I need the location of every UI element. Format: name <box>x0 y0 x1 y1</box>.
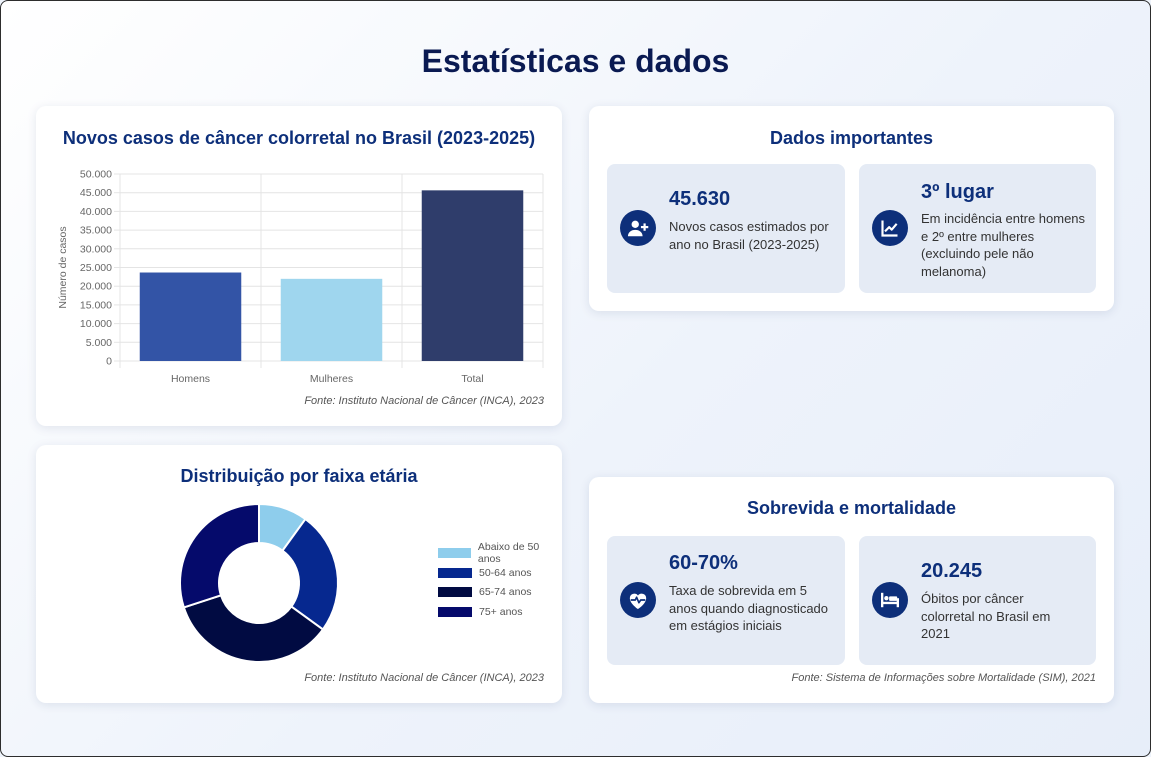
y-tick-label: 15.000 <box>80 299 112 311</box>
legend-label: 50-64 anos <box>479 566 532 579</box>
x-tick-label: Total <box>461 373 483 385</box>
heart-pulse-icon <box>620 582 656 618</box>
stat-deaths: 20.245 Óbitos por câncer colorretal no B… <box>859 536 1096 665</box>
y-tick-label: 50.000 <box>80 169 112 181</box>
survival-mortality-card: Sobrevida e mortalidade 60-70% Taxa de s… <box>589 477 1114 703</box>
y-tick-label: 25.000 <box>80 262 112 274</box>
bar-total[interactable] <box>421 190 524 361</box>
x-tick-label: Homens <box>171 373 210 385</box>
stat-description: Em incidência entre homens e 2º entre mu… <box>921 211 1086 279</box>
legend-label: 65-74 anos <box>479 586 532 598</box>
legend-label: 75+ anos <box>479 605 523 618</box>
y-tick-label: 5.000 <box>86 337 112 349</box>
legend-item[interactable]: Abaixo de 50 anos <box>438 541 562 565</box>
survival-source: Fonte: Sistema de Informações sobre Mort… <box>791 672 1096 684</box>
y-tick-label: 40.000 <box>80 206 112 218</box>
donut-slice[interactable] <box>182 594 325 663</box>
y-tick-label: 35.000 <box>80 225 112 237</box>
bar-mulheres[interactable] <box>280 278 383 361</box>
y-tick-label: 45.000 <box>80 187 112 199</box>
donut-slice[interactable] <box>281 517 339 631</box>
bar-chart-title: Novos casos de câncer colorretal no Bras… <box>62 128 536 148</box>
stat-description: Óbitos por câncer colorretal no Brasil e… <box>921 591 1051 641</box>
stat-value: 3º lugar <box>921 181 994 203</box>
bar-chart-source: Fonte: Instituto Nacional de Câncer (INC… <box>304 395 544 407</box>
stat-ranking: 3º lugar Em incidência entre homens e 2º… <box>859 164 1096 293</box>
y-tick-label: 30.000 <box>80 243 112 255</box>
bar-chart: 0 5.000 10.000 15.000 20.000 25.000 30.000 35.0… <box>57 169 544 385</box>
hospital-bed-icon <box>872 582 908 618</box>
legend-label: Abaixo de 50 anos <box>477 541 540 565</box>
legend-swatch <box>438 567 472 578</box>
important-data-card: Dados importantes 45.630 Novos casos est… <box>589 106 1114 311</box>
y-axis-label: Número de casos <box>57 226 69 308</box>
donut-chart-card: Distribuição por faixa etária Abaixo de … <box>36 445 562 703</box>
donut-chart <box>179 502 339 663</box>
stat-description: Novos casos estimados por ano no Brasil … <box>669 219 829 252</box>
stat-value: 45.630 <box>669 188 731 210</box>
x-tick-label: Mulheres <box>310 373 353 385</box>
legend-item[interactable]: 50-64 anos <box>438 567 532 579</box>
legend-item[interactable]: 75+ anos <box>438 606 523 618</box>
donut-slice[interactable] <box>179 502 260 609</box>
y-tick-label: 0 <box>106 356 112 368</box>
donut-chart-title: Distribuição por faixa etária <box>180 466 418 486</box>
bar-chart-card: Novos casos de câncer colorretal no Bras… <box>36 106 562 426</box>
donut-chart-source: Fonte: Instituto Nacional de Câncer (INC… <box>304 672 544 684</box>
stat-value: 60-70% <box>669 552 738 574</box>
survival-mortality-title: Sobrevida e mortalidade <box>746 498 957 518</box>
stat-survival-rate: 60-70% Taxa de sobrevida em 5 anos quand… <box>607 536 845 665</box>
bar-homens[interactable] <box>139 272 242 361</box>
y-tick-label: 10.000 <box>80 318 112 330</box>
chart-line-icon <box>872 210 908 246</box>
page-title: Estatísticas e dados <box>421 43 730 79</box>
legend-swatch <box>438 606 472 617</box>
y-tick-label: 20.000 <box>80 281 112 293</box>
stat-description: Taxa de sobrevida em 5 anos quando diagn… <box>669 583 829 633</box>
legend-item[interactable]: 65-74 anos <box>438 586 532 598</box>
legend-swatch <box>438 587 472 597</box>
legend-swatch <box>438 548 471 558</box>
stat-value: 20.245 <box>921 560 983 582</box>
important-data-title: Dados importantes <box>769 128 934 148</box>
user-plus-icon <box>620 210 656 246</box>
stat-new-cases: 45.630 Novos casos estimados por ano no … <box>607 164 845 293</box>
